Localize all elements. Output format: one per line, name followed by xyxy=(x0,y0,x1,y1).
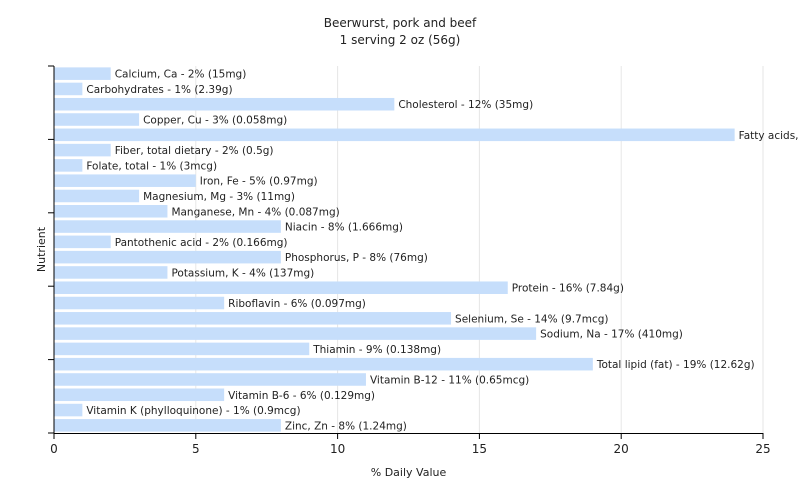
bar-label: Manganese, Mn - 4% (0.087mg) xyxy=(171,206,339,218)
bar-label: Vitamin B-12 - 11% (0.65mcg) xyxy=(370,374,529,386)
x-tick-label: 0 xyxy=(50,442,58,456)
bar xyxy=(54,143,111,157)
x-tick-label: 10 xyxy=(330,442,345,456)
bar xyxy=(54,159,83,172)
bar-label: Total lipid (fat) - 19% (12.62g) xyxy=(596,359,755,371)
bar-label: Carbohydrates - 1% (2.39g) xyxy=(86,84,232,96)
bar-label: Pantothenic acid - 2% (0.166mg) xyxy=(115,237,288,249)
bar xyxy=(54,373,366,386)
bar-label: Thiamin - 9% (0.138mg) xyxy=(312,344,441,356)
bar xyxy=(54,357,593,371)
bar-label: Cholesterol - 12% (35mg) xyxy=(398,99,533,111)
bar-label: Magnesium, Mg - 3% (11mg) xyxy=(143,191,295,203)
bar-label: Iron, Fe - 5% (0.97mg) xyxy=(200,176,318,188)
bar xyxy=(54,281,508,294)
bar-label: Sodium, Na - 17% (410mg) xyxy=(540,329,683,341)
bar xyxy=(54,97,395,111)
bar xyxy=(54,82,83,96)
x-axis-title: % Daily Value xyxy=(371,466,447,479)
x-tick-label: 15 xyxy=(472,442,487,456)
bar xyxy=(54,128,735,142)
bar xyxy=(54,312,452,325)
x-tick-label: 20 xyxy=(614,442,629,456)
bar xyxy=(54,67,111,80)
bar-label: Phosphorus, P - 8% (76mg) xyxy=(285,252,428,264)
bar xyxy=(54,113,140,126)
bar-label: Calcium, Ca - 2% (15mg) xyxy=(115,69,247,81)
bar-label: Selenium, Se - 14% (9.7mcg) xyxy=(455,313,608,325)
y-axis-title: Nutrient xyxy=(35,226,48,272)
x-tick-label: 5 xyxy=(192,442,200,456)
bar-label: Copper, Cu - 3% (0.058mg) xyxy=(143,115,287,127)
bar xyxy=(54,189,140,203)
bar-label: Fiber, total dietary - 2% (0.5g) xyxy=(115,145,274,157)
bar xyxy=(54,419,281,432)
bar xyxy=(54,220,281,233)
bar xyxy=(54,342,310,356)
bar xyxy=(54,174,196,187)
bar-label: Vitamin K (phylloquinone) - 1% (0.9mcg) xyxy=(86,405,300,417)
bar xyxy=(54,403,83,417)
bar xyxy=(54,296,225,310)
bar xyxy=(54,205,168,218)
chart-title: Beerwurst, pork and beef xyxy=(323,16,477,30)
bar-label: Niacin - 8% (1.666mg) xyxy=(285,222,403,234)
bar-label: Fatty acids, total saturated - 24% (4.72… xyxy=(739,130,800,142)
bar xyxy=(54,235,111,249)
bar-label: Potassium, K - 4% (137mg) xyxy=(171,267,314,279)
bar-label: Folate, total - 1% (3mcg) xyxy=(86,160,217,172)
chart-subtitle: 1 serving 2 oz (56g) xyxy=(339,33,461,47)
bar-label: Protein - 16% (7.84g) xyxy=(512,283,624,295)
bar-label: Vitamin B-6 - 6% (0.129mg) xyxy=(228,390,375,402)
bar xyxy=(54,250,281,264)
bar-label: Zinc, Zn - 8% (1.24mg) xyxy=(285,420,407,432)
bar xyxy=(54,388,225,402)
bar xyxy=(54,327,537,340)
bar xyxy=(54,266,168,279)
bar-label: Riboflavin - 6% (0.097mg) xyxy=(228,298,366,310)
x-tick-label: 25 xyxy=(755,442,770,456)
